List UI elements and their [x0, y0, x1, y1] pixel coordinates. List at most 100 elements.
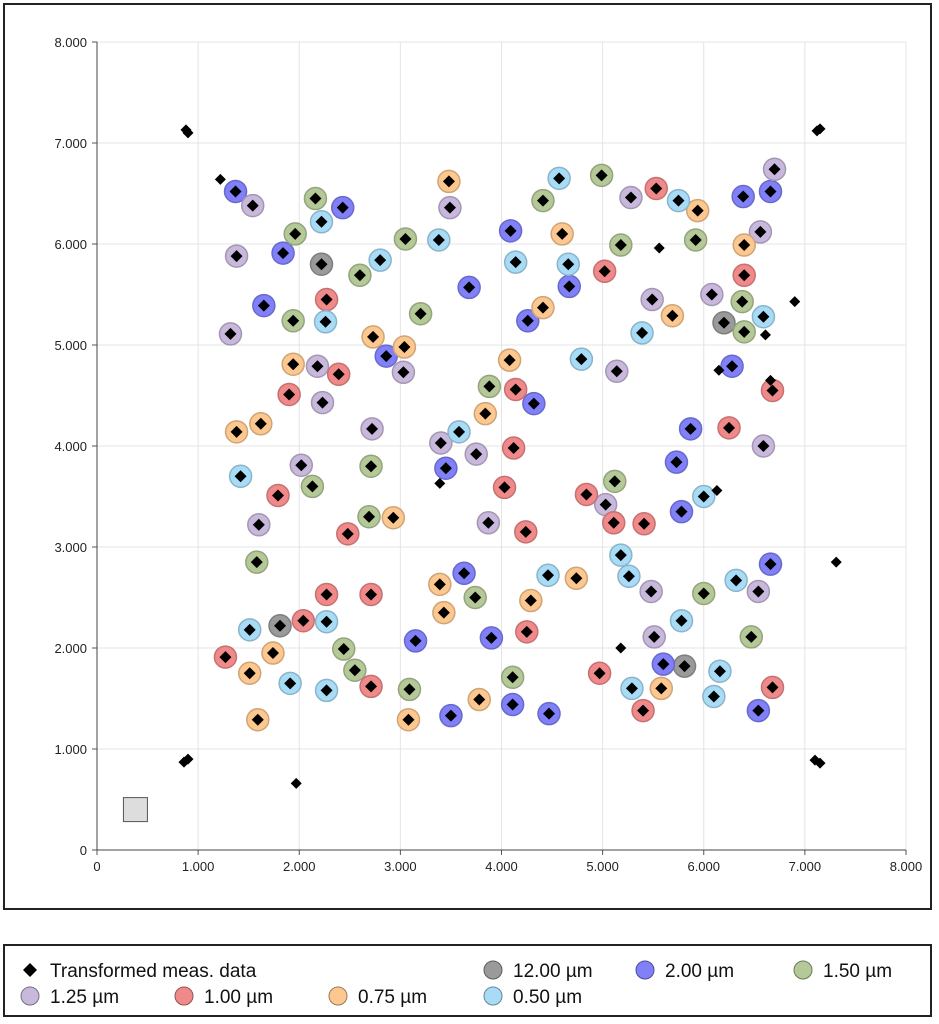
- legend-label: 1.25 µm: [50, 987, 119, 1008]
- transformed-point: [306, 480, 319, 493]
- legend-circle-icon: [174, 986, 194, 1006]
- transformed-point: [315, 215, 328, 228]
- transformed-point: [414, 307, 427, 320]
- transformed-point: [636, 326, 649, 339]
- transformed-point: [506, 671, 519, 684]
- transformed-point: [234, 470, 247, 483]
- transformed-point: [243, 623, 256, 636]
- transformed-point: [789, 296, 801, 308]
- transformed-point: [524, 594, 537, 607]
- transformed-point: [650, 182, 663, 195]
- transformed-point: [614, 549, 627, 562]
- transformed-point: [666, 309, 679, 322]
- transformed-point: [469, 591, 482, 604]
- transformed-point: [319, 315, 332, 328]
- transformed-point: [759, 329, 771, 341]
- transformed-point: [266, 647, 279, 660]
- y-tick-label: 1.000: [54, 742, 87, 757]
- transformed-point: [766, 384, 779, 397]
- transformed-point: [625, 682, 638, 695]
- transformed-point: [536, 194, 549, 207]
- transformed-point: [337, 643, 350, 656]
- transformed-point: [182, 753, 194, 765]
- transformed-point: [737, 190, 750, 203]
- transformed-point: [290, 777, 302, 789]
- y-tick-label: 2.000: [54, 641, 87, 656]
- overview-box: [122, 797, 148, 823]
- legend-label: Transformed meas. data: [50, 961, 257, 982]
- chart-frame: [3, 3, 932, 910]
- transformed-point: [556, 227, 569, 240]
- transformed-point: [458, 567, 471, 580]
- transformed-point: [670, 456, 683, 469]
- transformed-point: [527, 397, 540, 410]
- transformed-point: [470, 448, 483, 461]
- transformed-point: [320, 293, 333, 306]
- y-tick-label: 6.000: [54, 237, 87, 252]
- transformed-point: [439, 462, 452, 475]
- legend-label: 2.00 µm: [665, 961, 734, 982]
- transformed-point: [311, 360, 324, 373]
- transformed-point: [254, 417, 267, 430]
- transformed-point: [655, 682, 668, 695]
- transformed-point: [230, 425, 243, 438]
- transformed-point: [341, 527, 354, 540]
- transformed-point: [713, 665, 726, 678]
- legend-circle-icon: [483, 960, 503, 980]
- transformed-point: [830, 556, 842, 568]
- legend-frame: [3, 944, 932, 1017]
- transformed-point: [397, 366, 410, 379]
- transformed-point: [274, 619, 287, 632]
- transformed-point: [482, 516, 495, 529]
- legend-diamond-icon: [23, 963, 37, 977]
- transformed-point: [453, 425, 466, 438]
- transformed-point: [745, 630, 758, 643]
- transformed-point: [316, 396, 329, 409]
- transformed-point: [622, 570, 635, 583]
- transformed-point: [380, 350, 393, 363]
- transformed-point: [553, 172, 566, 185]
- legend-circle-icon: [483, 986, 503, 1006]
- transformed-point: [463, 281, 476, 294]
- transformed-point: [504, 224, 517, 237]
- transformed-point: [252, 518, 265, 531]
- y-tick-label: 8.000: [54, 35, 87, 50]
- transformed-point: [479, 407, 492, 420]
- transformed-point: [277, 247, 290, 260]
- transformed-point: [309, 192, 322, 205]
- transformed-point: [717, 316, 730, 329]
- transformed-point: [754, 225, 767, 238]
- legend-circle-icon: [635, 960, 655, 980]
- transformed-point: [320, 588, 333, 601]
- transformed-point: [297, 614, 310, 627]
- transformed-point: [752, 585, 765, 598]
- x-tick-label: 1.000: [182, 859, 215, 874]
- transformed-point: [672, 194, 685, 207]
- transformed-point: [399, 232, 412, 245]
- transformed-point: [506, 698, 519, 711]
- legend-label: 0.75 µm: [358, 987, 427, 1008]
- transformed-point: [689, 233, 702, 246]
- y-tick-label: 7.000: [54, 136, 87, 151]
- transformed-point: [766, 681, 779, 694]
- transformed-point: [645, 585, 658, 598]
- x-tick-label: 7.000: [789, 859, 822, 874]
- transformed-point: [726, 360, 739, 373]
- transformed-point: [697, 587, 710, 600]
- transformed-point: [615, 642, 627, 654]
- legend-circle-icon: [793, 960, 813, 980]
- transformed-point: [738, 269, 751, 282]
- legend-circle-icon: [328, 986, 348, 1006]
- transformed-point: [599, 498, 612, 511]
- transformed-point: [598, 265, 611, 278]
- transformed-point: [768, 163, 781, 176]
- transformed-point: [272, 489, 285, 502]
- transformed-point: [336, 201, 349, 214]
- transformed-point: [593, 667, 606, 680]
- transformed-point: [287, 314, 300, 327]
- legend-label: 1.00 µm: [204, 987, 273, 1008]
- transformed-point: [638, 517, 651, 530]
- transformed-point: [365, 588, 378, 601]
- transformed-point: [320, 684, 333, 697]
